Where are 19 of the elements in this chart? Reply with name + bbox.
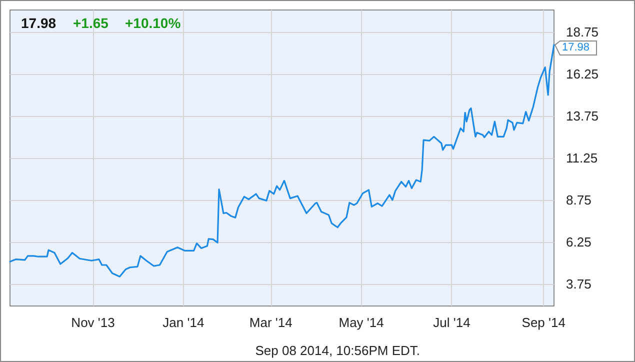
x-tick-label: Sep '14 [522, 315, 566, 330]
x-tick-label: Nov '13 [71, 315, 115, 330]
annotation: 17.98 [562, 41, 590, 54]
y-tick-label: 16.25 [566, 66, 599, 82]
y-tick-label: 13.75 [566, 108, 599, 124]
line-series [9, 44, 555, 278]
x-tick-label: Jul '14 [433, 315, 470, 330]
y-tick-label: 3.75 [566, 276, 592, 292]
x-tick-label: May '14 [338, 315, 384, 330]
text: Sep 08 2014, 10:56PM EDT. [255, 343, 420, 358]
x-tick-label: Jan '14 [162, 315, 204, 330]
annotation: +10.10% [125, 15, 182, 31]
y-tick-label: 11.25 [566, 150, 598, 166]
chart-title: 17.98 [21, 15, 56, 31]
x-tick-label: Mar '14 [249, 315, 292, 330]
annotation: +1.65 [73, 15, 109, 31]
y-tick-label: 8.75 [566, 192, 592, 208]
y-tick-label: 6.25 [566, 234, 592, 250]
y-tick-label: 18.75 [566, 24, 599, 40]
